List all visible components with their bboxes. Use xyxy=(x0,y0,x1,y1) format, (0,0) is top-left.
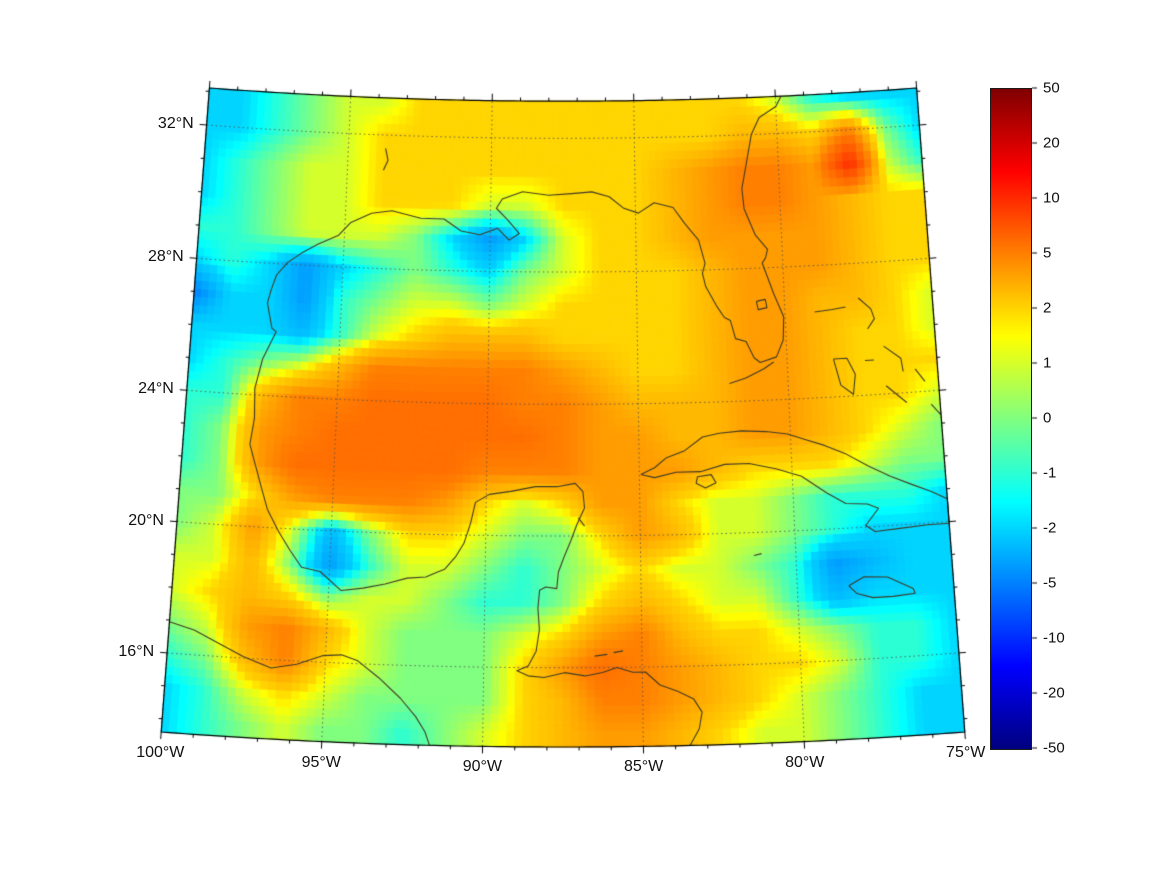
colorbar xyxy=(990,88,1032,750)
